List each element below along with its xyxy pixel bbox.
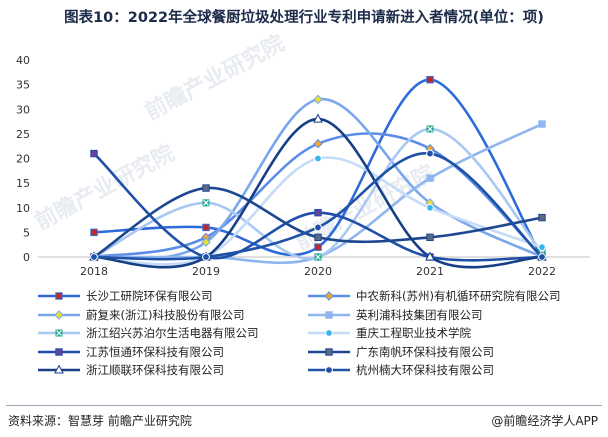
data-point-4	[426, 174, 434, 182]
legend-label: 杭州楠大环保科技有限公司	[356, 363, 494, 377]
legend-marker	[324, 291, 334, 301]
legend-swatch	[38, 347, 80, 356]
legend-item: 江苏恒通环保科技有限公司	[36, 343, 224, 361]
legend-item: 浙江绍兴苏泊尔生活电器有限公司	[36, 324, 259, 342]
data-point-1	[314, 243, 322, 251]
x-tick-label: 2021	[416, 265, 444, 278]
legend-item: 杭州楠大环保科技有限公司	[306, 361, 494, 379]
data-point-10	[202, 253, 210, 261]
data-point-8	[202, 184, 210, 192]
data-point-1	[426, 76, 434, 84]
legend-swatch	[308, 310, 350, 319]
data-point-2	[313, 139, 323, 149]
data-point-5	[314, 253, 322, 261]
legend-label: 英利浦科技集团有限公司	[356, 307, 483, 322]
y-tick-label: 35	[16, 79, 30, 92]
watermark-text: 前瞻产业研究院	[141, 30, 289, 125]
data-point-8	[538, 213, 546, 222]
data-point-10	[90, 253, 98, 261]
legend-marker	[325, 310, 333, 319]
legend-marker	[55, 347, 63, 356]
y-tick-label: 20	[16, 153, 30, 166]
legend-swatch	[38, 309, 80, 320]
legend-label: 长沙工研院环保有限公司	[86, 289, 213, 303]
y-tick-label: 25	[16, 128, 30, 141]
legend-label: 中农新科(苏州)有机循环研究院有限公司	[356, 289, 561, 303]
series-line-5	[92, 127, 544, 260]
data-point-3	[201, 237, 211, 247]
source-note: 资料来源：智慧芽 前瞻产业研究院	[8, 414, 192, 428]
legend-marker	[54, 309, 64, 320]
data-point-1	[202, 223, 210, 232]
legend-swatch	[308, 347, 350, 356]
legend-label: 浙江绍兴苏泊尔生活电器有限公司	[86, 326, 259, 340]
data-point-8	[314, 233, 322, 242]
y-tick-label: 40	[16, 54, 30, 67]
data-point-1	[90, 228, 98, 237]
legend-label: 江苏恒通环保科技有限公司	[86, 344, 224, 359]
legend-marker	[54, 364, 64, 374]
brand-credit: @前瞻经济学人APP	[491, 414, 598, 428]
data-point-8	[426, 233, 434, 242]
legend-marker	[55, 292, 63, 300]
x-tick-label: 2019	[192, 265, 220, 278]
data-point-6	[426, 203, 434, 212]
series-line-10	[92, 152, 544, 261]
legend-marker	[325, 329, 333, 337]
series-markers	[89, 76, 547, 262]
data-point-6	[538, 243, 546, 252]
legend-item: 广东南帆环保科技有限公司	[306, 343, 494, 361]
legend-marker	[55, 329, 63, 337]
legend-item: 长沙工研院环保有限公司	[36, 287, 213, 305]
data-point-4	[538, 120, 546, 128]
legend-swatch	[308, 329, 350, 337]
data-point-5	[426, 125, 434, 133]
footer-divider	[6, 405, 602, 406]
x-tick-label: 2022	[528, 265, 556, 278]
data-point-6	[314, 154, 322, 163]
legend-item: 浙江顺联环保科技有限公司	[36, 361, 224, 379]
legend-label: 浙江顺联环保科技有限公司	[86, 363, 224, 377]
data-point-10	[538, 253, 546, 261]
legend-label: 蔚复来(浙江)科技股份有限公司	[86, 307, 245, 322]
y-tick-label: 15	[16, 177, 30, 190]
y-tick-label: 30	[16, 103, 30, 116]
x-tick-label: 2018	[80, 265, 108, 278]
legend-swatch	[308, 291, 350, 301]
chart-title: 图表10：2022年全球餐厨垃圾处理行业专利申请新进入者情况(单位：项)	[64, 10, 544, 26]
y-tick-label: 10	[16, 202, 30, 215]
data-point-7	[90, 149, 98, 158]
legend-swatch	[38, 364, 80, 374]
data-point-10	[426, 149, 434, 158]
legend-marker	[325, 347, 333, 356]
legend-swatch	[308, 366, 350, 374]
legend-swatch	[38, 329, 80, 337]
data-point-3	[313, 94, 323, 105]
legend-label: 广东南帆环保科技有限公司	[356, 344, 494, 359]
data-point-10	[314, 223, 322, 232]
legend-item: 中农新科(苏州)有机循环研究院有限公司	[306, 287, 560, 305]
data-point-9	[313, 113, 323, 123]
x-tick-label: 2020	[304, 265, 332, 278]
y-tick-label: 0	[23, 251, 30, 264]
legend-marker	[325, 366, 333, 374]
legend-item: 蔚复来(浙江)科技股份有限公司	[36, 306, 244, 324]
data-point-5	[202, 199, 210, 207]
y-tick-label: 5	[23, 226, 30, 239]
legend-label: 重庆工程职业技术学院	[356, 326, 471, 340]
legend-item: 英利浦科技集团有限公司	[306, 306, 483, 324]
data-point-9	[425, 251, 435, 261]
legend-item: 重庆工程职业技术学院	[306, 324, 471, 342]
legend-swatch	[38, 292, 80, 300]
data-point-7	[314, 208, 322, 217]
